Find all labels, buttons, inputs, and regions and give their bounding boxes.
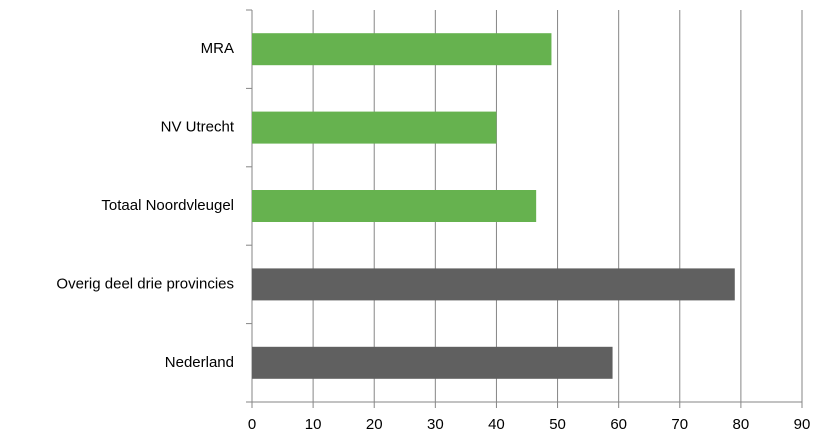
x-tick-label: 70	[671, 416, 688, 433]
bar	[252, 111, 497, 144]
y-tick-label: Totaal Noordvleugel	[101, 197, 234, 214]
bar	[252, 33, 552, 66]
y-tick-label: Overig deel drie provincies	[56, 275, 234, 292]
x-tick-label: 20	[366, 416, 383, 433]
x-tick-label: 0	[248, 416, 256, 433]
x-tick-label: 90	[794, 416, 811, 433]
bar	[252, 268, 735, 301]
y-tick-label: MRA	[201, 40, 234, 57]
x-tick-label: 10	[305, 416, 322, 433]
y-tick-label: Nederland	[165, 354, 234, 371]
x-tick-label: 80	[733, 416, 750, 433]
x-tick-label: 60	[610, 416, 627, 433]
x-tick-label: 40	[488, 416, 505, 433]
bar	[252, 346, 613, 379]
x-tick-label: 50	[549, 416, 566, 433]
x-tick-label: 30	[427, 416, 444, 433]
y-tick-label: NV Utrecht	[161, 119, 235, 136]
bar	[252, 190, 537, 222]
